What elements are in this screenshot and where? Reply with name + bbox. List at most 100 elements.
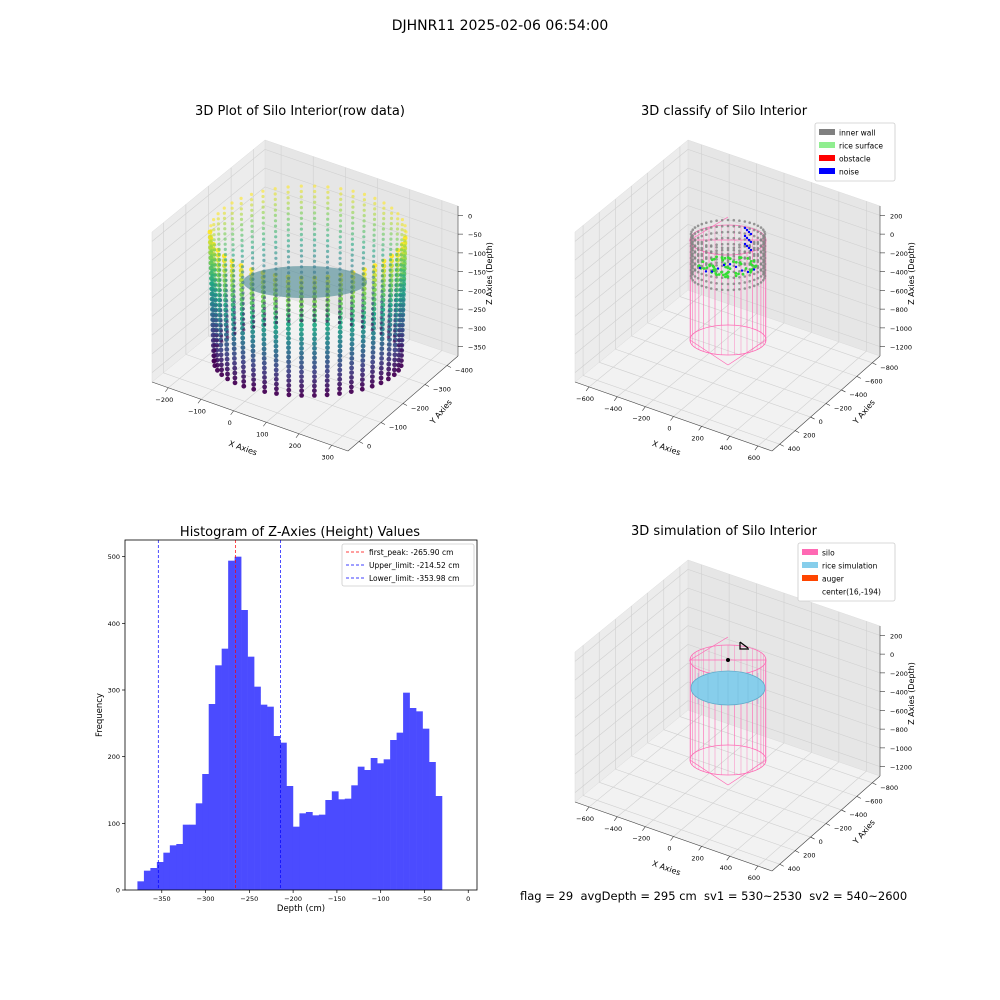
cls-inner-wall-point [697, 259, 700, 262]
raw-data-point [231, 307, 236, 312]
raw-data-point [401, 329, 404, 332]
raw-data-point [261, 323, 266, 328]
cls-inner-wall-point [727, 219, 730, 222]
raw-data-point [300, 211, 303, 214]
raw-data-point [394, 284, 397, 287]
raw-data-point [250, 219, 253, 222]
cls-inner-wall-point [710, 226, 713, 229]
raw-data-point [371, 321, 376, 326]
raw-data-point [224, 274, 227, 277]
cls-inner-wall-point [701, 229, 704, 232]
raw-data-point [389, 278, 394, 283]
cls-rice-surface-point [734, 272, 737, 275]
cls-inner-wall-point [748, 256, 751, 259]
raw-data-point [363, 193, 366, 196]
raw-data-point [209, 266, 214, 271]
cls-inner-wall-point [721, 243, 724, 246]
raw-data-point [312, 313, 317, 318]
raw-data-point [312, 323, 317, 328]
histogram-xtick-label: −150 [328, 895, 346, 903]
raw-data-point [363, 198, 366, 201]
cls-inner-wall-point [727, 231, 730, 234]
raw-data-point [400, 328, 405, 333]
raw-data-point [400, 242, 405, 247]
raw-data-point [393, 324, 396, 327]
raw-data-point [252, 299, 255, 302]
raw-data-point [262, 264, 265, 267]
raw-data-point [393, 333, 398, 338]
cls-rice-surface-point [721, 256, 724, 259]
raw-data-point [232, 337, 237, 342]
raw-data-point [210, 229, 213, 232]
cls-inner-wall-point [744, 220, 747, 223]
raw-data-point [371, 336, 376, 341]
cls-rice-surface-point [711, 264, 714, 267]
raw-data-point [326, 266, 329, 269]
raw-data-point [389, 238, 392, 241]
raw-data-point [313, 244, 316, 247]
raw-data-point [394, 299, 397, 302]
raw-data-point [387, 336, 390, 339]
raw-data-point [381, 293, 386, 298]
raw-data-point [339, 235, 342, 238]
raw-data-point [339, 187, 342, 190]
raw-data-point [250, 315, 255, 320]
raw-data-point [213, 313, 218, 318]
raw-data-point [261, 195, 264, 198]
raw-data-point [325, 369, 330, 374]
cls-inner-wall-point [715, 231, 718, 234]
histogram-bar [403, 693, 410, 890]
raw-ztick-label: −50 [468, 231, 482, 239]
raw-data-point [249, 282, 254, 287]
raw-data-point [213, 253, 216, 256]
raw-floor-pane [152, 290, 458, 451]
raw-data-point [388, 313, 393, 318]
cls-inner-wall-point [715, 258, 718, 261]
cls-inner-wall-point [738, 282, 741, 285]
raw-data-point [337, 377, 342, 382]
cls-inner-wall-point [738, 249, 741, 252]
raw-data-point [220, 319, 223, 322]
raw-data-point [350, 318, 355, 323]
raw-data-point [209, 236, 214, 241]
cls-ztick-label: −1000 [890, 325, 912, 333]
cls-inner-wall-point [763, 265, 766, 268]
raw-data-point [399, 282, 404, 287]
raw-surface-points [243, 266, 367, 298]
cls-inner-wall-point [760, 263, 763, 266]
histogram-bar [215, 665, 222, 890]
cls-inner-wall-point [705, 233, 708, 236]
cls-noise-point [746, 237, 748, 239]
sim-legend-swatch [802, 549, 818, 555]
raw-data-point [397, 339, 400, 342]
raw-data-point [262, 370, 267, 375]
raw-data-point [313, 260, 316, 263]
raw-data-point [299, 374, 304, 379]
cls-inner-wall-point [721, 247, 724, 250]
raw-data-point [380, 316, 383, 319]
raw-data-point [251, 241, 254, 244]
raw-data-point [325, 392, 330, 397]
raw-data-point [273, 330, 278, 335]
cls-inner-wall-point [753, 255, 756, 258]
raw-data-point [286, 331, 291, 336]
cls-inner-wall-point [710, 238, 713, 241]
raw-data-point [350, 317, 353, 320]
sim-xlabel: X Axies [651, 859, 682, 878]
raw-data-point [338, 278, 341, 281]
raw-data-point [252, 288, 255, 291]
cls-inner-wall-point [710, 250, 713, 253]
histogram-legend-label: Upper_limit: -214.52 cm [369, 561, 460, 570]
raw-data-point [387, 325, 390, 328]
histogram-bar [202, 774, 209, 890]
raw-data-point [226, 315, 229, 318]
raw-data-point [351, 195, 354, 198]
sim-legend-swatch [802, 562, 818, 568]
raw-ztick-label: −300 [468, 325, 486, 333]
raw-data-point [400, 317, 405, 322]
raw-data-point [231, 238, 234, 241]
raw-data-point [217, 238, 220, 241]
cls-inner-wall-point [763, 273, 766, 276]
cls-inner-wall-point [757, 225, 760, 228]
raw-data-point [338, 311, 343, 316]
